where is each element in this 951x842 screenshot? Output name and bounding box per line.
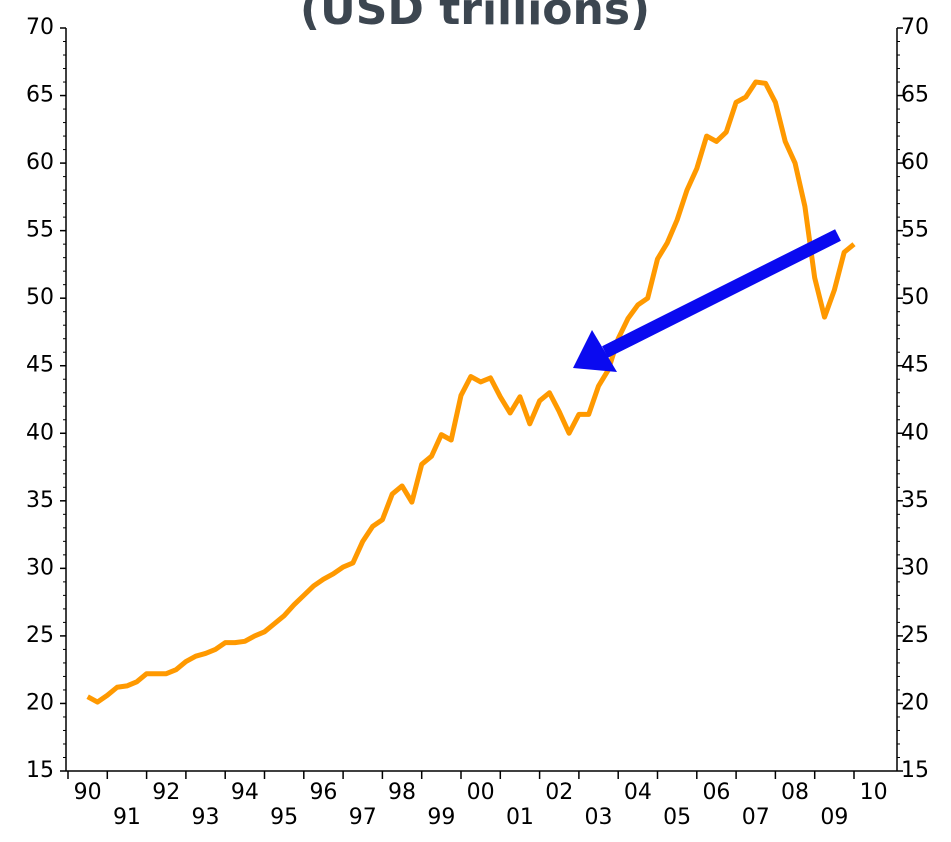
- y-tick-label: 30: [26, 555, 54, 580]
- y-tick-label: 70: [26, 15, 54, 40]
- y2-tick-label: 40: [901, 420, 929, 445]
- chart-title: (USD trillions): [300, 0, 650, 35]
- y2-tick-label: 50: [901, 285, 929, 310]
- x-tick-label: 10: [860, 780, 888, 805]
- x-tick-label: 08: [781, 780, 809, 805]
- x-tick-label: 09: [820, 805, 848, 830]
- y2-tick-label: 55: [901, 218, 929, 243]
- y-tick-label: 45: [26, 353, 54, 378]
- data-line: [86, 79, 856, 705]
- x-tick-label: 06: [702, 780, 730, 805]
- y2-tick-label: 25: [901, 623, 929, 648]
- x-tick-label: 91: [113, 805, 141, 830]
- x-tick-label: 93: [192, 805, 220, 830]
- arrow-head: [573, 330, 617, 372]
- x-tick-label: 07: [742, 805, 770, 830]
- x-tick-label: 96: [309, 780, 337, 805]
- y-tick-label: 25: [26, 623, 54, 648]
- x-tick-label: 01: [506, 805, 534, 830]
- y-tick-label: 65: [26, 83, 54, 108]
- y-tick-label: 60: [26, 150, 54, 175]
- y-tick-label: 20: [26, 690, 54, 715]
- x-tick-label: 04: [624, 780, 652, 805]
- y2-tick-label: 70: [901, 15, 929, 40]
- y2-tick-label: 20: [901, 690, 929, 715]
- x-tick-label: 02: [545, 780, 573, 805]
- y-tick-label: 35: [26, 488, 54, 513]
- x-tick-label: 94: [231, 780, 259, 805]
- x-tick-label: 92: [152, 780, 180, 805]
- x-tick-label: 95: [270, 805, 298, 830]
- x-tick-label: 05: [663, 805, 691, 830]
- y-tick-label: 55: [26, 218, 54, 243]
- y2-tick-label: 65: [901, 83, 929, 108]
- y2-tick-label: 30: [901, 555, 929, 580]
- y-tick-label: 40: [26, 420, 54, 445]
- x-tick-label: 99: [427, 805, 455, 830]
- annotation-arrow: [573, 229, 841, 372]
- y2-tick-label: 45: [901, 353, 929, 378]
- x-tick-label: 97: [349, 805, 377, 830]
- y-tick-label: 50: [26, 285, 54, 310]
- x-tick-label: 98: [388, 780, 416, 805]
- plot: [86, 79, 856, 705]
- y2-tick-label: 60: [901, 150, 929, 175]
- arrow-shaft: [602, 229, 841, 358]
- y2-tick-label: 35: [901, 488, 929, 513]
- x-tick-label: 90: [74, 780, 102, 805]
- y2-tick-label: 15: [901, 758, 929, 783]
- x-tick-label: 00: [467, 780, 495, 805]
- y-tick-label: 15: [26, 758, 54, 783]
- x-tick-label: 03: [585, 805, 613, 830]
